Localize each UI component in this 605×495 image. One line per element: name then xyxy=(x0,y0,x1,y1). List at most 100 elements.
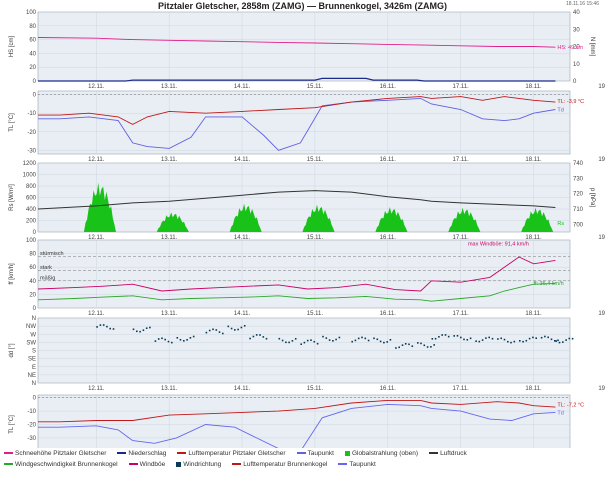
y-tick-label-right: 740 xyxy=(573,161,584,167)
y-tick-label: 0 xyxy=(33,93,37,99)
y-axis-label: Rs [W/m²] xyxy=(9,184,15,211)
wind-direction-point xyxy=(335,338,337,341)
y-tick-label: -20 xyxy=(27,423,36,429)
dewpoint-annotation: Td xyxy=(557,108,563,114)
wind-category-label: stark xyxy=(40,265,52,271)
wind-direction-point xyxy=(555,340,557,342)
y-tick-label: 80 xyxy=(29,252,36,258)
y-tick-label: 60 xyxy=(29,265,36,271)
y-tick-label: 0 xyxy=(33,306,37,312)
wind-direction-point xyxy=(96,326,98,328)
wind-direction-point xyxy=(154,340,157,342)
radiation-area-day-7 xyxy=(521,207,554,232)
wind-direction-point xyxy=(99,324,102,326)
wind-direction-point xyxy=(149,326,151,329)
y-tick-label: 40 xyxy=(29,51,36,57)
wind-direction-point xyxy=(132,328,135,331)
x-tick-label: 16.11. xyxy=(380,235,397,241)
y-tick-label: N xyxy=(32,316,36,322)
wind-direction-point xyxy=(361,336,363,339)
x-tick-label: 12.11. xyxy=(88,311,105,317)
legend-swatch xyxy=(338,463,348,466)
y-axis-label-right: p [hPa] xyxy=(589,188,595,207)
y-tick-label: W xyxy=(30,332,36,338)
x-tick-label: 17.11. xyxy=(453,235,470,241)
wind-direction-point xyxy=(230,327,233,330)
wind-direction-point xyxy=(106,325,108,328)
wind-direction-point xyxy=(558,341,561,344)
wind-direction-point xyxy=(351,340,353,343)
wind-direction-point xyxy=(192,335,195,338)
legend-item: Lufttemperatur Brunnenkogel xyxy=(232,459,327,470)
wind-direction-point xyxy=(145,327,148,329)
y-tick-label: 200 xyxy=(26,219,37,225)
y-tick-label: 100 xyxy=(26,238,37,244)
legend: Schneehöhe Pitztaler Gletscher Niederschl… xyxy=(4,448,602,470)
x-tick-label: 14.11. xyxy=(234,386,251,392)
wind-direction-point xyxy=(379,340,382,343)
pressure-line xyxy=(37,190,556,210)
wind-direction-point xyxy=(212,328,214,331)
wind-direction-point xyxy=(395,347,397,349)
wind-direction-point xyxy=(463,338,465,341)
max-gust-annotation: max Windböe: 91,4 km/h xyxy=(468,241,529,247)
x-tick-label: 14.11. xyxy=(234,235,251,241)
wind-direction-point xyxy=(430,346,432,348)
wind-direction-point xyxy=(398,346,400,349)
legend-item: Luftdruck xyxy=(429,448,467,459)
y-tick-label: -10 xyxy=(27,111,36,117)
wind-direction-point xyxy=(525,339,528,342)
wind-direction-point xyxy=(259,334,261,336)
legend-label: Globalstrahlung (oben) xyxy=(351,450,419,457)
legend-swatch xyxy=(128,463,138,466)
wind-direction-point xyxy=(453,335,455,337)
wind-direction-point xyxy=(401,344,404,346)
dewpoint-line xyxy=(38,97,556,151)
wind-direction-point xyxy=(222,332,224,335)
wind-direction-point xyxy=(161,337,163,340)
wind-direction-point xyxy=(485,337,487,339)
wind-direction-point xyxy=(322,335,324,338)
legend-item: Taupunkt xyxy=(296,448,334,459)
wind-direction-point xyxy=(507,340,509,343)
x-tick-label: 12.11. xyxy=(88,84,105,90)
legend-label: Windrichtung xyxy=(183,461,222,468)
wind-direction-point xyxy=(142,329,145,331)
wind-direction-point xyxy=(447,335,450,338)
dewpoint-brunnenkogel-annotation: Td xyxy=(557,410,563,416)
legend-swatch xyxy=(176,461,182,467)
wind-direction-point xyxy=(364,337,367,340)
y-tick-label: -10 xyxy=(27,409,36,415)
y-axis-label: HS [cm] xyxy=(9,36,15,58)
x-tick-label: 12.11. xyxy=(88,157,105,163)
snow-depth-annotation: HS: 49 cm xyxy=(557,45,583,51)
radiation-area-day-1 xyxy=(83,182,116,232)
legend-item: Lufttemperatur Pitztaler Gletscher xyxy=(177,448,286,459)
wind-direction-point xyxy=(189,337,192,339)
legend-swatch xyxy=(177,452,187,455)
wind-direction-point xyxy=(205,331,208,334)
wind-direction-point xyxy=(186,339,188,341)
wind-direction-point xyxy=(550,338,553,341)
wind-direction-point xyxy=(157,338,160,340)
wind-direction-point xyxy=(544,335,546,338)
y-tick-label: 0 xyxy=(33,230,37,236)
temperature-brunnenkogel-annotation: TL: -7,2 °C xyxy=(557,403,584,409)
wind-direction-point xyxy=(252,335,255,338)
x-tick-label: 18.11. xyxy=(525,386,542,392)
panel-2-frame xyxy=(37,90,571,155)
y-tick-label-right: 40 xyxy=(573,10,580,16)
x-tick-label: 12.11. xyxy=(88,386,105,392)
wind-direction-point xyxy=(562,341,564,343)
temperature-annotation: TL: -3,9 °C xyxy=(557,99,584,105)
legend-label: Lufttemperatur Brunnenkogel xyxy=(243,461,328,468)
wind-direction-point xyxy=(278,337,281,340)
legend-label: Schneehöhe Pitztaler Gletscher xyxy=(15,450,107,457)
wind-direction-point xyxy=(466,339,469,341)
x-tick-label: 16.11. xyxy=(380,386,397,392)
wind-direction-point xyxy=(571,337,574,340)
wind-direction-point xyxy=(423,344,426,347)
radiation-area-day-6 xyxy=(448,207,481,232)
wind-direction-point xyxy=(306,339,309,342)
wind-direction-point xyxy=(183,340,185,342)
